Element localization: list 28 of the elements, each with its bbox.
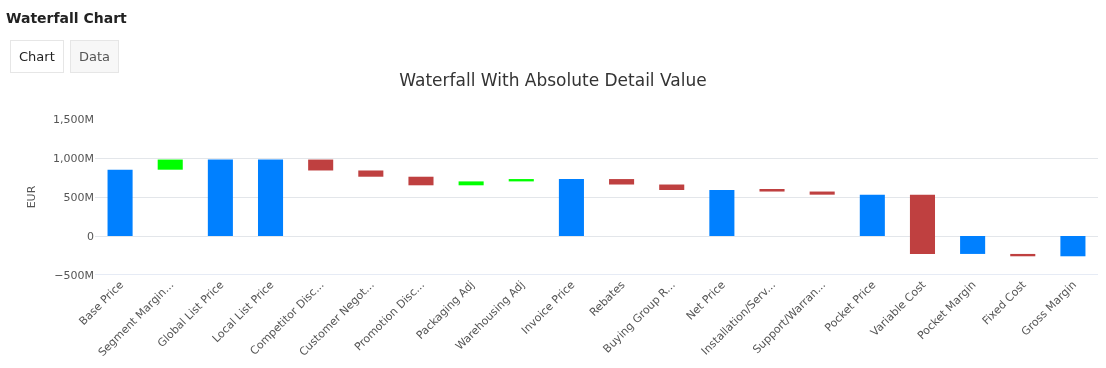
y-axis-title: EUR	[24, 185, 38, 209]
bar	[909, 194, 936, 254]
y-tick-label: 500M	[63, 190, 94, 204]
bar	[207, 159, 233, 236]
bar	[609, 179, 635, 185]
chart-title: Waterfall With Absolute Detail Value	[399, 69, 707, 90]
bar	[107, 169, 133, 236]
text: Waterfall Chart	[6, 10, 128, 26]
text: Data	[79, 49, 111, 64]
y-tick-label: −500M	[54, 268, 94, 282]
bar	[659, 184, 685, 190]
text: Chart	[19, 49, 55, 64]
y-tick-label: 1,000M	[53, 151, 94, 165]
bar	[809, 191, 835, 195]
bar	[960, 236, 986, 254]
y-tick-label: 1,500M	[53, 112, 94, 126]
y-tick-label: 0	[87, 229, 94, 243]
bar	[358, 170, 384, 177]
bar	[759, 189, 785, 192]
bar	[558, 179, 584, 236]
bar	[859, 194, 885, 236]
bar	[709, 189, 735, 236]
bar	[257, 159, 284, 236]
bar	[458, 181, 484, 186]
bar	[308, 159, 334, 171]
bar	[157, 159, 183, 170]
bar	[1060, 236, 1086, 257]
bar	[408, 176, 434, 186]
